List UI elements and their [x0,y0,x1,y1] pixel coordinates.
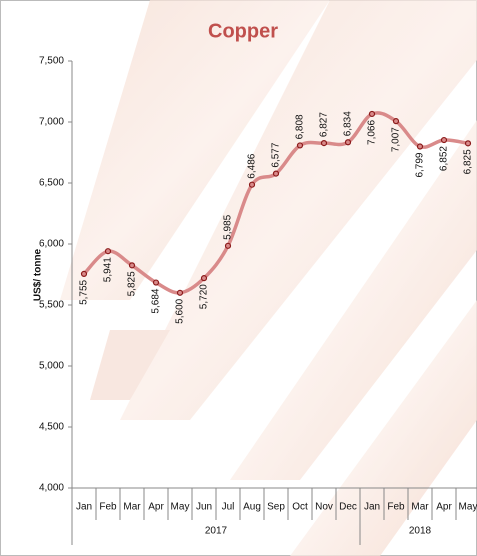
x-group-label: 2018 [409,526,432,537]
data-label: 7,066 [367,120,378,145]
data-label: 5,755 [79,279,90,304]
x-tick-label: Jun [196,502,212,513]
marker [440,136,448,144]
data-label: 5,720 [199,284,210,309]
data-label: 6,825 [463,149,474,174]
chart-title: Copper [208,20,278,42]
x-tick-label: Apr [436,502,452,513]
marker [344,139,352,146]
marker [320,140,328,147]
y-tick-label: 4,500 [39,422,64,433]
marker [248,181,256,188]
x-tick-label: Nov [315,502,333,513]
x-tick-label: Mar [411,502,429,513]
background-image [60,0,477,556]
y-tick-label: 5,500 [39,300,64,311]
x-tick-label: Apr [148,502,164,513]
marker [176,289,184,296]
marker [200,275,208,282]
x-tick-label: Oct [292,502,308,513]
y-tick-label: 6,500 [39,178,64,189]
y-tick-label: 5,000 [39,361,64,372]
data-label: 6,827 [319,112,330,137]
marker [368,110,376,118]
marker [128,262,136,269]
x-tick-label: Jan [364,502,380,513]
x-tick-label: Feb [99,502,117,513]
x-tick-label: Aug [243,502,261,513]
data-label: 5,825 [127,271,138,296]
x-tick-label: May [459,502,477,513]
x-tick-label: Jan [76,502,92,513]
y-tick-label: 6,000 [39,239,64,250]
data-label: 6,852 [439,146,450,171]
data-label: 5,985 [223,214,234,239]
data-label: 5,941 [103,257,114,282]
y-tick-label: 7,500 [39,56,64,67]
x-group-label: 2017 [205,526,228,537]
marker [296,142,304,149]
data-label: 5,684 [151,288,162,313]
marker [224,242,232,249]
data-label: 6,799 [415,152,426,177]
x-tick-label: Sep [267,502,285,513]
data-label: 5,600 [175,298,186,323]
data-label: 6,486 [247,153,258,178]
x-tick-label: Dec [339,502,357,513]
marker [80,270,88,277]
marker [464,140,472,147]
data-label: 6,808 [295,114,306,139]
data-label: 6,577 [271,142,282,167]
x-tick-label: Feb [387,502,405,513]
marker [416,143,424,150]
data-label: 7,007 [391,127,402,152]
data-label: 6,834 [343,111,354,136]
marker [104,248,112,255]
marker [152,279,160,286]
marker [272,170,280,177]
x-tick-label: Jul [222,502,235,513]
y-axis-title: US$/ tonne [33,248,44,301]
y-tick-label: 7,000 [39,117,64,128]
x-tick-label: May [171,502,190,513]
marker [392,118,400,125]
y-tick-label: 4,000 [39,483,64,494]
x-tick-label: Mar [123,502,141,513]
